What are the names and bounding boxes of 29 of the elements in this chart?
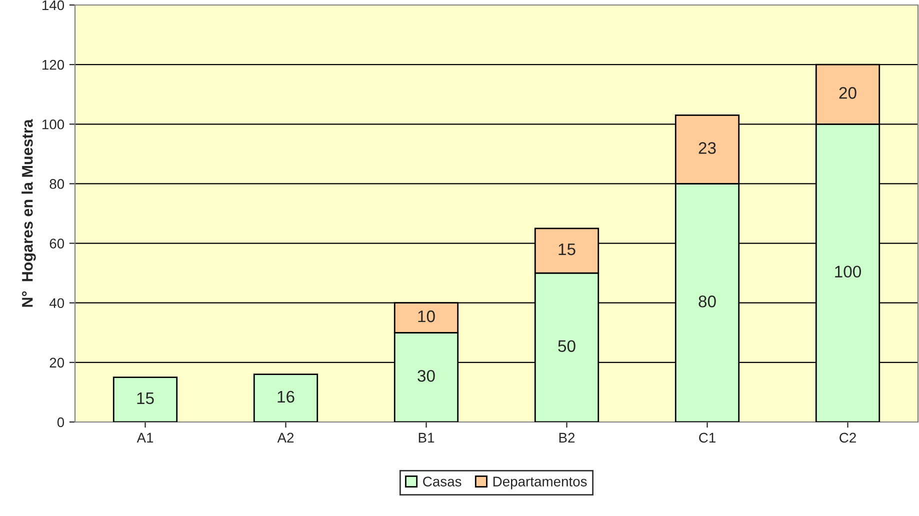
y-tick-label: 140 [42, 0, 64, 10]
data-label: 80 [698, 296, 716, 308]
y-tick-label: 80 [50, 179, 64, 189]
data-label: 15 [558, 244, 576, 256]
data-label: 15 [137, 392, 154, 404]
y-tick-label: 60 [50, 238, 64, 248]
bar [253, 374, 318, 422]
x-tick-label: A1 [136, 432, 154, 442]
data-label: 16 [278, 390, 294, 403]
x-tick-label: B2 [559, 432, 575, 442]
y-tick-label: 40 [49, 298, 64, 308]
data-label: 23 [698, 142, 716, 154]
y-tick-label: 20 [50, 358, 64, 368]
y-tick-label: 120 [42, 60, 64, 70]
legend-label: Departamentos [493, 476, 587, 490]
data-label: 30 [418, 370, 435, 382]
x-tick-label: C2 [840, 432, 856, 443]
x-tick-label: A2 [277, 432, 294, 442]
data-label: 10 [418, 310, 435, 322]
y-tick-label: 0 [57, 417, 64, 428]
bar [112, 376, 178, 422]
data-label: 50 [558, 340, 576, 352]
data-label: 20 [839, 87, 856, 99]
y-axis-title: N° Hogares en la Muestra [22, 119, 36, 307]
data-label: 100 [835, 266, 862, 278]
y-tick-label: 100 [42, 119, 64, 130]
x-tick-label: C1 [699, 432, 716, 443]
legend-label: Casas [423, 476, 462, 486]
x-tick-label: B1 [418, 432, 434, 442]
